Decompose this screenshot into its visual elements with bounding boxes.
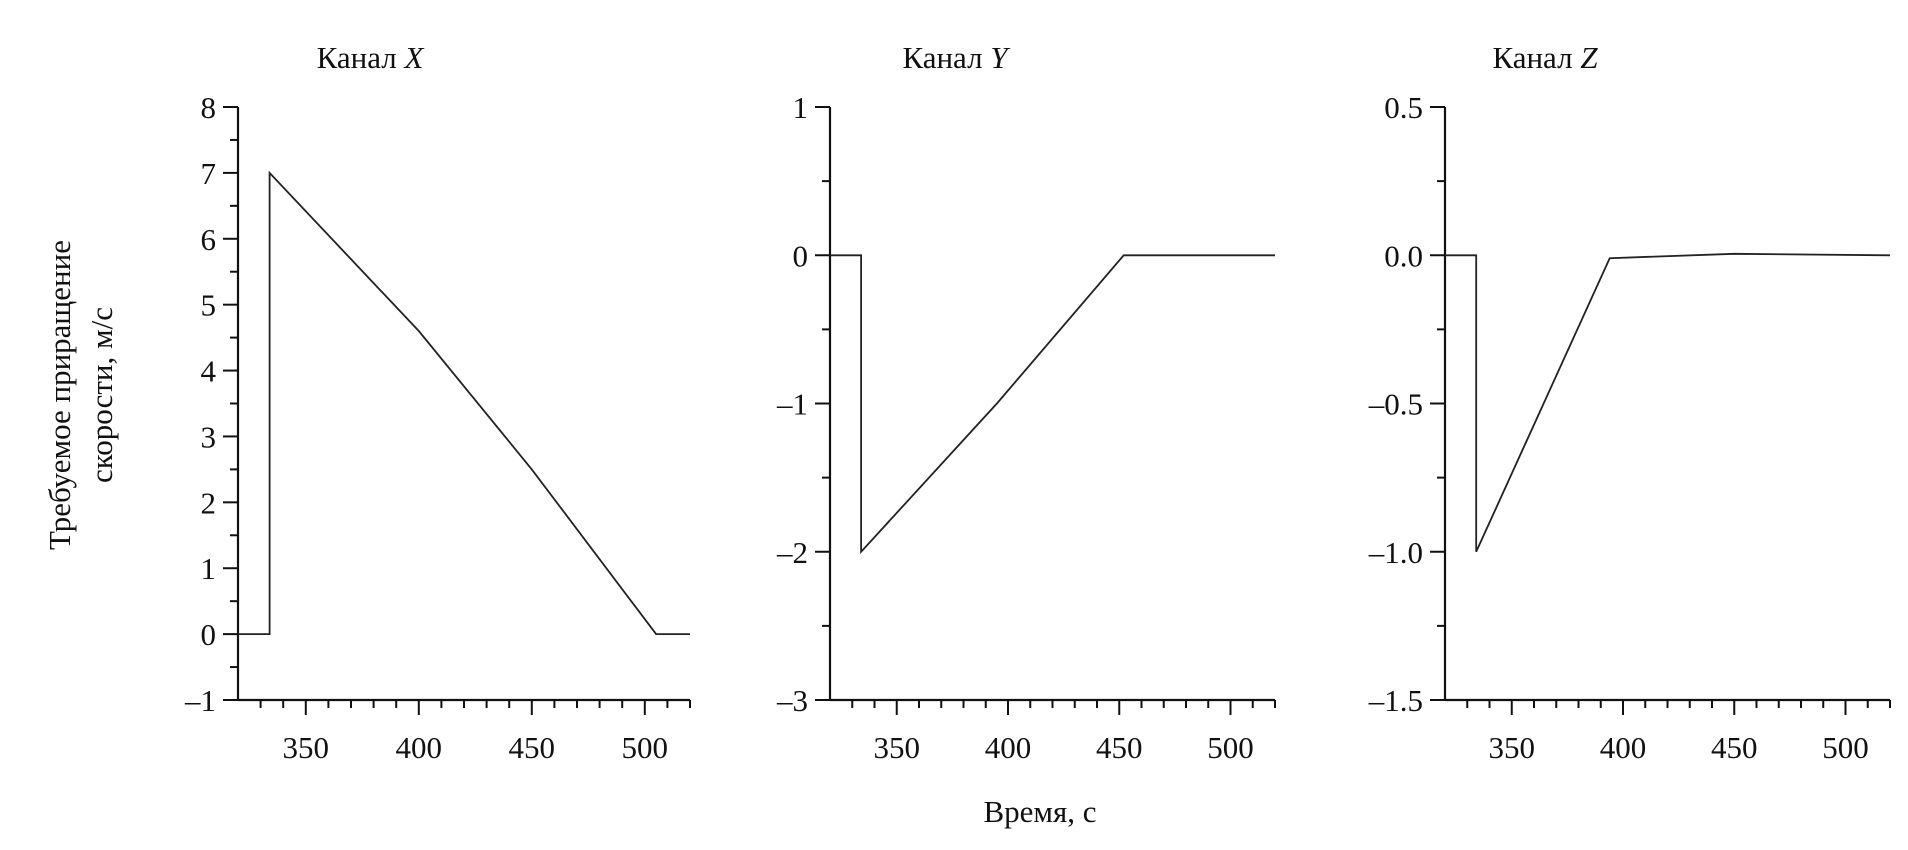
x-tick-label: 450 [1096, 730, 1143, 765]
y-tick-label: 3 [201, 419, 217, 454]
x-tick-label: 500 [1822, 730, 1869, 765]
y-tick-label: 6 [201, 222, 217, 257]
y-tick-label: 2 [201, 485, 217, 520]
y-tick-label: 8 [201, 90, 217, 125]
x-tick-label: 350 [874, 730, 921, 765]
panel-channel-y: Канал Y –3 –2 –1 0 1 350 400 450 500 [776, 40, 1276, 765]
y-tick-label: 0.0 [1384, 238, 1423, 273]
x-tick-label: 400 [1600, 730, 1647, 765]
x-tick-label: 500 [1207, 730, 1254, 765]
y-axis-label-line1: Требуемое приращение [42, 240, 77, 550]
y-tick-label: 4 [201, 354, 217, 389]
series-line [1445, 252, 1891, 553]
y-tick-label: –1.0 [1368, 535, 1423, 570]
x-tick-label: 500 [622, 730, 669, 765]
y-tick-label: –0.5 [1368, 387, 1423, 422]
series-line [238, 170, 690, 635]
x-tick-label: 400 [396, 730, 443, 765]
panel-channel-z: Канал Z –1.5 –1.0 –0.5 0.0 0.5 350 400 450 500 [1368, 40, 1891, 765]
panel-channel-x: Канал X –1 0 1 2 3 4 5 6 7 8 350 400 450 500 [184, 40, 691, 765]
y-tick-label: 0.5 [1384, 90, 1423, 125]
series-line [830, 254, 1275, 555]
y-tick-label: –1 [776, 387, 808, 422]
y-tick-label: 1 [793, 90, 809, 125]
y-tick-label: 0 [793, 238, 809, 273]
x-tick-label: 350 [283, 730, 330, 765]
y-tick-label: –1 [184, 683, 216, 718]
x-tick-label: 450 [1711, 730, 1758, 765]
panel-title: Канал Z [1492, 40, 1598, 75]
y-tick-label: –2 [776, 535, 808, 570]
x-tick-label: 400 [985, 730, 1032, 765]
y-tick-label: 1 [201, 551, 217, 586]
y-tick-label: –3 [776, 683, 808, 718]
y-tick-label: 5 [201, 288, 217, 323]
x-tick-label: 450 [509, 730, 556, 765]
x-axis-label: Время, с [983, 794, 1096, 829]
y-tick-label: 7 [201, 156, 217, 191]
x-tick-label: 350 [1489, 730, 1536, 765]
y-tick-label: –1.5 [1368, 683, 1423, 718]
panel-title: Канал X [317, 40, 425, 75]
y-tick-label: 0 [201, 617, 217, 652]
panel-title: Канал Y [902, 40, 1010, 75]
y-axis-label-line2: скорости, м/с [84, 307, 119, 483]
